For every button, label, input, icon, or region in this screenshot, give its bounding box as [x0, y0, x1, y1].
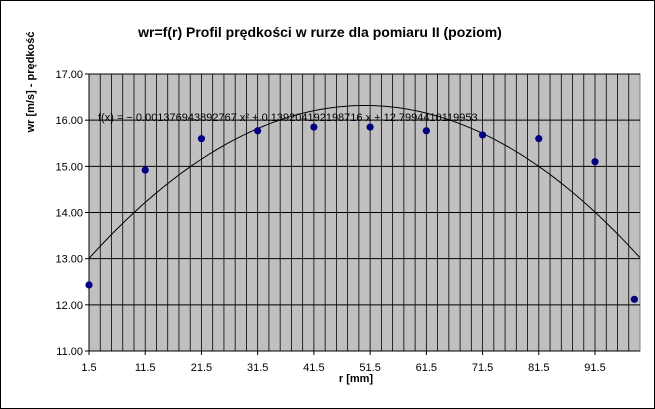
y-tick-label: 15.00: [55, 161, 83, 173]
chart-title: wr=f(r) Profil prędkości w rurze dla pom…: [137, 24, 502, 40]
data-point: [141, 166, 149, 174]
x-tick-label: 91.5: [584, 362, 605, 374]
x-tick-label: 61.5: [416, 362, 437, 374]
x-tick-label: 1.5: [81, 362, 96, 374]
trendline: [88, 104, 641, 259]
data-point: [254, 127, 262, 135]
y-axis-label: wr [m/s] - prędkość: [25, 32, 37, 134]
y-tick-label: 14.00: [55, 208, 83, 220]
y-tick-label: 16.00: [55, 115, 83, 127]
x-tick-label: 21.5: [191, 362, 212, 374]
x-tick-label: 71.5: [472, 362, 493, 374]
y-tick-label: 12.00: [55, 300, 83, 312]
x-tick-label: 81.5: [528, 362, 549, 374]
x-tick-label: 31.5: [247, 362, 268, 374]
data-point: [422, 127, 430, 135]
data-point: [310, 123, 318, 131]
data-point: [591, 158, 599, 166]
grid: [88, 73, 640, 352]
data-point: [366, 123, 374, 131]
data-point: [478, 131, 487, 139]
y-tick-labels: 11.00 12.00 13.00 14.00 15.00 16.00 17.00: [55, 69, 89, 358]
x-axis-label: r [mm]: [339, 373, 374, 385]
trendline-equation: f(x) = − 0.001376943892767 x² + 0.139204…: [98, 112, 478, 124]
y-tick-label: 17.00: [55, 69, 83, 81]
x-tick-label: 11.5: [135, 362, 156, 374]
x-tick-label: 51.5: [359, 362, 380, 374]
y-tick-label: 13.00: [55, 254, 83, 266]
data-points: [85, 123, 638, 303]
x-tick-label: 41.5: [303, 362, 324, 374]
data-point: [630, 295, 638, 303]
data-point: [85, 281, 93, 289]
data-point: [535, 135, 543, 143]
x-tick-labels: 1.5 11.5 21.5 31.5 41.5 51.5 61.5 71.5 81.5 91.5: [81, 351, 606, 374]
y-tick-label: 11.00: [56, 346, 83, 358]
data-point: [197, 135, 206, 143]
